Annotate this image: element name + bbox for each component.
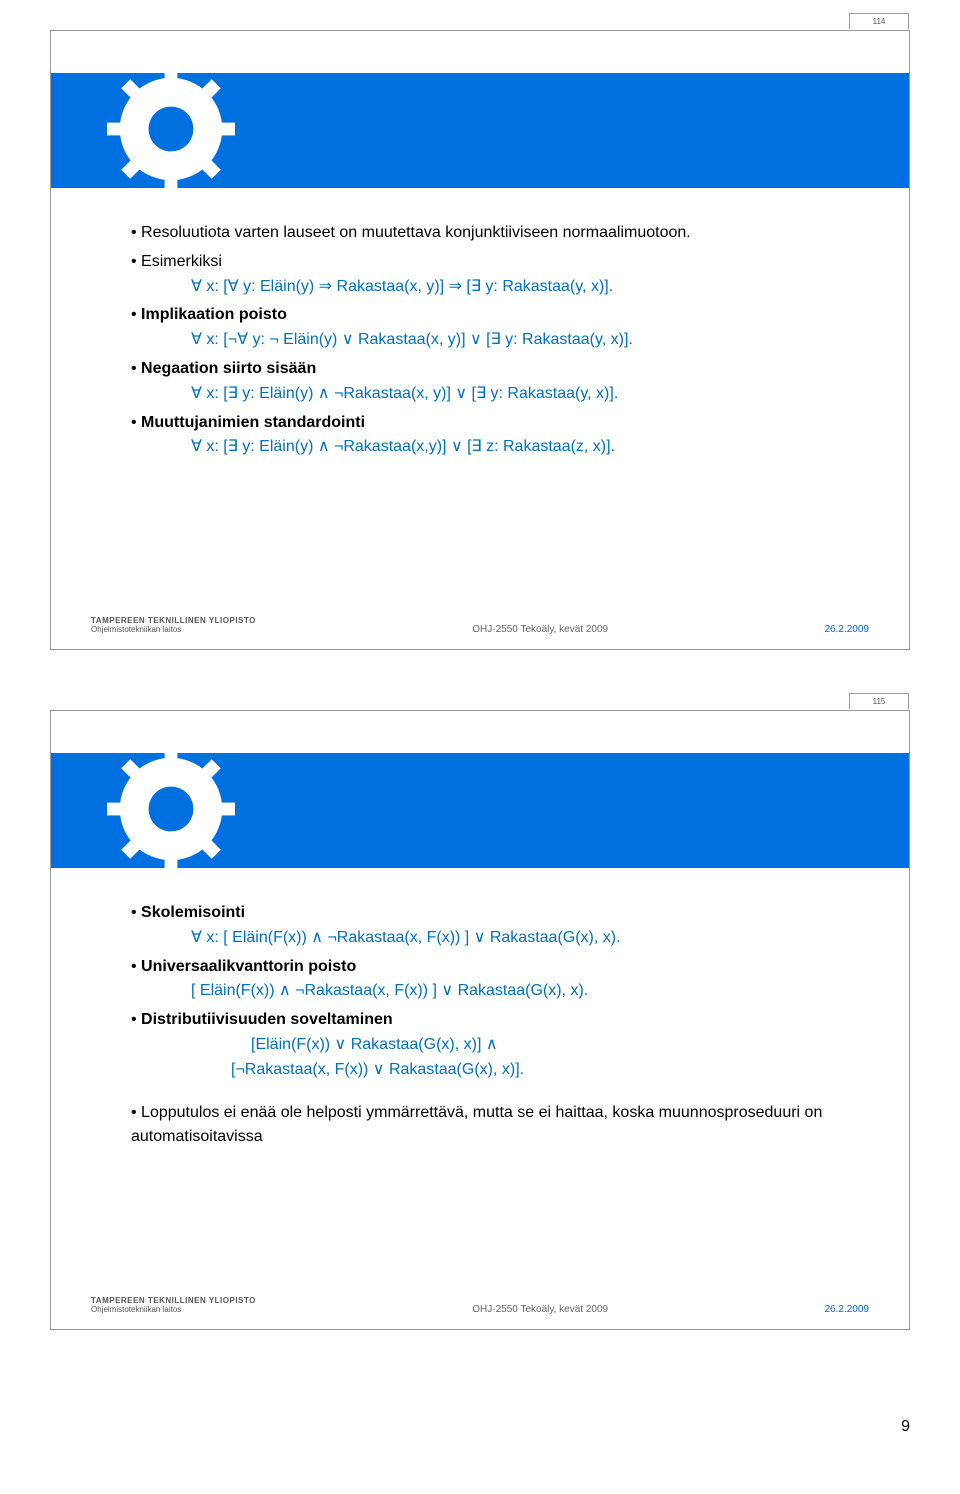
bullet-item: Implikaation poisto ∀ x: [¬∀ y: ¬ Eläin(… [131,303,849,353]
bullet-text: Universaalikvanttorin poisto [141,958,356,975]
formula: ∀ x: [∃ y: Eläin(y) ∧ ¬Rakastaa(x,y)] ∨ … [191,435,849,460]
slide-114: 114 Resoluutiot [50,30,910,650]
slide-footer: TAMPEREEN TEKNILLINEN YLIOPISTO Ohjelmis… [91,1296,869,1315]
slide-content: Resoluutiota varten lauseet on muutettav… [131,221,849,464]
bullet-text: Resoluutiota varten lauseet on muutettav… [141,224,691,241]
bullet-text: Esimerkiksi [141,253,222,270]
gear-icon [91,729,251,889]
formula-line-2: [¬Rakastaa(x, F(x)) ∨ Rakastaa(G(x), x)]… [231,1058,849,1083]
slide-115: 115 Skolemisoin [50,710,910,1330]
slide-content: Skolemisointi ∀ x: [ Eläin(F(x)) ∧ ¬Raka… [131,901,849,1154]
footer-course: OHJ-2550 Tekoäly, kevät 2009 [256,1304,825,1315]
slide-number-tab: 114 [849,13,909,29]
bullet-item: Resoluutiota varten lauseet on muutettav… [131,221,849,246]
document-page: 114 Resoluutiot [0,0,960,1450]
bullet-item: Muuttujanimien standardointi ∀ x: [∃ y: … [131,411,849,461]
footer-date: 26.2.2009 [825,624,870,635]
bullet-item: Negaation siirto sisään ∀ x: [∃ y: Eläin… [131,357,849,407]
formula: ∀ x: [¬∀ y: ¬ Eläin(y) ∨ Rakastaa(x, y)]… [191,328,849,353]
gear-icon [91,49,251,209]
footer-dept: Ohjelmistotekniikan laitos [91,625,256,635]
footer-affiliation: TAMPEREEN TEKNILLINEN YLIOPISTO Ohjelmis… [91,616,256,635]
bullet-text: Negaation siirto sisään [141,360,316,377]
footer-date: 26.2.2009 [825,1304,870,1315]
bullet-item: Lopputulos ei enää ole helposti ymmärret… [131,1101,849,1151]
footer-university: TAMPEREEN TEKNILLINEN YLIOPISTO [91,616,256,626]
footer-university: TAMPEREEN TEKNILLINEN YLIOPISTO [91,1296,256,1306]
bullet-text: Skolemisointi [141,904,245,921]
bullet-item: Universaalikvanttorin poisto [ Eläin(F(x… [131,955,849,1005]
bullet-text: Lopputulos ei enää ole helposti ymmärret… [131,1104,822,1146]
bullet-item: Esimerkiksi ∀ x: [∀ y: Eläin(y) ⇒ Rakast… [131,250,849,300]
footer-affiliation: TAMPEREEN TEKNILLINEN YLIOPISTO Ohjelmis… [91,1296,256,1315]
formula: ∀ x: [∃ y: Eläin(y) ∧ ¬Rakastaa(x, y)] ∨… [191,382,849,407]
bullet-item: Distributiivisuuden soveltaminen [Eläin(… [131,1008,849,1082]
formula: ∀ x: [∀ y: Eläin(y) ⇒ Rakastaa(x, y)] ⇒ … [191,275,849,300]
formula-line-1: [Eläin(F(x)) ∨ Rakastaa(G(x), x)] ∧ [251,1033,849,1058]
slide-footer: TAMPEREEN TEKNILLINEN YLIOPISTO Ohjelmis… [91,616,869,635]
bullet-text: Distributiivisuuden soveltaminen [141,1011,393,1028]
formula: [ Eläin(F(x)) ∧ ¬Rakastaa(x, F(x)) ] ∨ R… [191,979,849,1004]
footer-dept: Ohjelmistotekniikan laitos [91,1305,256,1315]
footer-course: OHJ-2550 Tekoäly, kevät 2009 [256,624,825,635]
formula: ∀ x: [ Eläin(F(x)) ∧ ¬Rakastaa(x, F(x)) … [191,926,849,951]
bullet-text: Muuttujanimien standardointi [141,414,365,431]
bullet-text: Implikaation poisto [141,306,287,323]
slide-number-tab: 115 [849,693,909,709]
page-number: 9 [901,1418,910,1436]
bullet-item: Skolemisointi ∀ x: [ Eläin(F(x)) ∧ ¬Raka… [131,901,849,951]
